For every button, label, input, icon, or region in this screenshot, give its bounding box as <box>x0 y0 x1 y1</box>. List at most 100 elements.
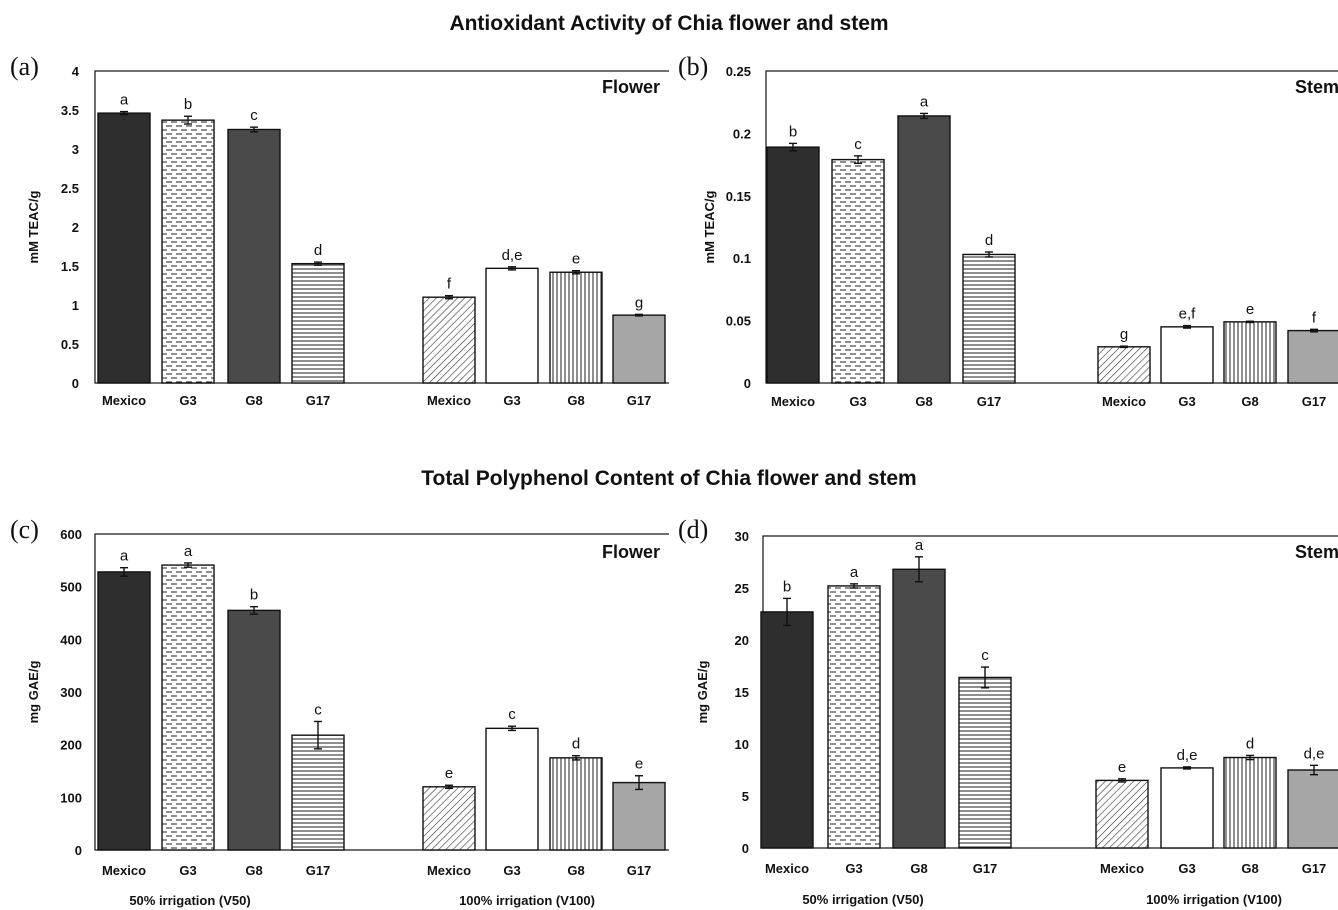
bar-g17-v50 <box>963 254 1015 383</box>
significance-letter: e <box>635 756 643 773</box>
significance-letter: c <box>981 647 989 664</box>
x-category-label: G17 <box>306 863 331 878</box>
bar-g17-v100 <box>613 315 665 383</box>
x-category-label: G17 <box>627 863 652 878</box>
y-axis-label: mg GAE/g <box>26 661 41 724</box>
x-category-label: Mexico <box>427 393 471 408</box>
significance-letter: e,f <box>1179 306 1197 323</box>
chart-d: (d) Stem 0 5 10 15 20 25 30 mg GAE/g b Mexico a G3 a G8… <box>669 510 1338 910</box>
x-category-label: G17 <box>973 861 998 876</box>
x-category-label: G3 <box>845 861 862 876</box>
y-tick-label: 1 <box>72 298 79 313</box>
x-category-label: G3 <box>503 863 520 878</box>
y-tick-label: 5 <box>742 789 749 804</box>
bar-g17-v100 <box>613 783 665 850</box>
x-category-label: G8 <box>567 863 584 878</box>
panel-letter: (a) <box>10 52 39 81</box>
chart-a: (a) Flower 0 0.5 1 1.5 2 2.5 3 3.5 4 mM TEAC/g a Mexi… <box>0 48 669 420</box>
bar-mexico-v50 <box>767 147 819 383</box>
bar-mexico-v50 <box>761 612 813 848</box>
bar-mexico-v100 <box>423 297 475 383</box>
bar-g3-v100 <box>486 728 538 850</box>
y-tick-label: 0 <box>75 843 82 858</box>
panel-letter: (d) <box>678 515 708 544</box>
bar-mexico-v100 <box>1096 780 1148 848</box>
significance-letter: g <box>635 294 643 311</box>
chart-panel-a: (a) Flower 0 0.5 1 1.5 2 2.5 3 3.5 4 mM TEAC/g a Mexi… <box>0 48 669 420</box>
bar-g17-v50 <box>959 677 1011 848</box>
y-tick-label: 4 <box>72 64 80 79</box>
x-category-label: G8 <box>245 393 262 408</box>
x-category-label: Mexico <box>765 861 809 876</box>
section-title-polyphenol: Total Polyphenol Content of Chia flower … <box>0 467 1338 491</box>
y-tick-label: 3 <box>72 142 79 157</box>
x-category-label: G3 <box>1178 861 1195 876</box>
corner-label: Flower <box>602 77 660 97</box>
bar-g3-v50 <box>832 160 884 383</box>
panel-letter: (b) <box>678 52 708 81</box>
bar-g8-v50 <box>228 610 280 850</box>
y-tick-label: 0.05 <box>726 314 751 329</box>
x-category-label: Mexico <box>102 863 146 878</box>
bar-g17-v50 <box>292 735 344 850</box>
significance-letter: c <box>854 136 862 153</box>
chart-b: (b) Stem 0 0.05 0.1 0.15 0.2 0.25 mM TEAC/g b Mexi… <box>669 48 1338 420</box>
panel-letter: (c) <box>10 515 39 544</box>
y-tick-label: 400 <box>60 632 82 647</box>
x-category-label: G3 <box>849 394 866 409</box>
significance-letter: a <box>184 543 193 560</box>
y-tick-label: 600 <box>60 527 82 542</box>
y-axis-label: mg GAE/g <box>695 661 710 724</box>
y-tick-label: 0.2 <box>733 126 751 141</box>
x-category-label: G3 <box>1178 394 1195 409</box>
significance-letter: f <box>447 276 452 293</box>
significance-letter: e <box>445 765 453 782</box>
x-category-label: G8 <box>1241 861 1258 876</box>
bar-mexico-v100 <box>423 787 475 850</box>
bar-g3-v100 <box>1161 327 1213 383</box>
y-tick-label: 0.25 <box>726 64 751 79</box>
corner-label: Stem <box>1295 542 1338 562</box>
significance-letter: a <box>915 537 924 554</box>
significance-letter: d,e <box>1304 745 1325 762</box>
x-category-label: G17 <box>977 394 1002 409</box>
x-category-label: Mexico <box>427 863 471 878</box>
y-axis-label: mM TEAC/g <box>702 190 717 263</box>
group-label: 100% irrigation (V100) <box>459 893 595 908</box>
bar-g3-v100 <box>486 268 538 383</box>
y-tick-label: 10 <box>735 737 749 752</box>
x-category-label: G17 <box>1302 394 1327 409</box>
significance-letter: c <box>314 701 322 718</box>
y-tick-label: 0.5 <box>61 337 79 352</box>
y-tick-label: 0 <box>72 376 79 391</box>
bar-g17-v50 <box>292 264 344 383</box>
bar-g3-v50 <box>162 120 214 383</box>
significance-letter: d <box>314 242 322 259</box>
significance-letter: a <box>920 93 929 110</box>
significance-letter: a <box>120 548 129 565</box>
significance-letter: d <box>1246 735 1254 752</box>
bar-g3-v50 <box>162 565 214 850</box>
significance-letter: e <box>572 251 580 268</box>
bar-mexico-v100 <box>1098 347 1150 383</box>
y-tick-label: 200 <box>60 738 82 753</box>
bar-g8-v100 <box>550 272 602 383</box>
y-tick-label: 3.5 <box>61 103 79 118</box>
y-tick-label: 100 <box>60 790 82 805</box>
significance-letter: b <box>783 578 791 595</box>
bar-g17-v100 <box>1288 331 1338 383</box>
x-category-label: Mexico <box>1102 394 1146 409</box>
y-tick-label: 0 <box>742 841 749 856</box>
significance-letter: d <box>985 232 993 249</box>
chart-panel-d: (d) Stem 0 5 10 15 20 25 30 mg GAE/g b Mexico a G3 a G8… <box>669 510 1338 910</box>
x-category-label: G3 <box>179 393 196 408</box>
chart-panel-c: (c) Flower 0 100 200 300 400 500 600 mg GAE/g a Mex… <box>0 510 669 910</box>
bar-g17-v100 <box>1288 770 1338 848</box>
bar-mexico-v50 <box>98 572 150 850</box>
y-tick-label: 30 <box>735 529 749 544</box>
x-category-label: G8 <box>1241 394 1258 409</box>
group-label: 50% irrigation (V50) <box>129 893 250 908</box>
significance-letter: c <box>508 706 516 723</box>
x-category-label: G3 <box>503 393 520 408</box>
y-tick-label: 1.5 <box>61 259 79 274</box>
